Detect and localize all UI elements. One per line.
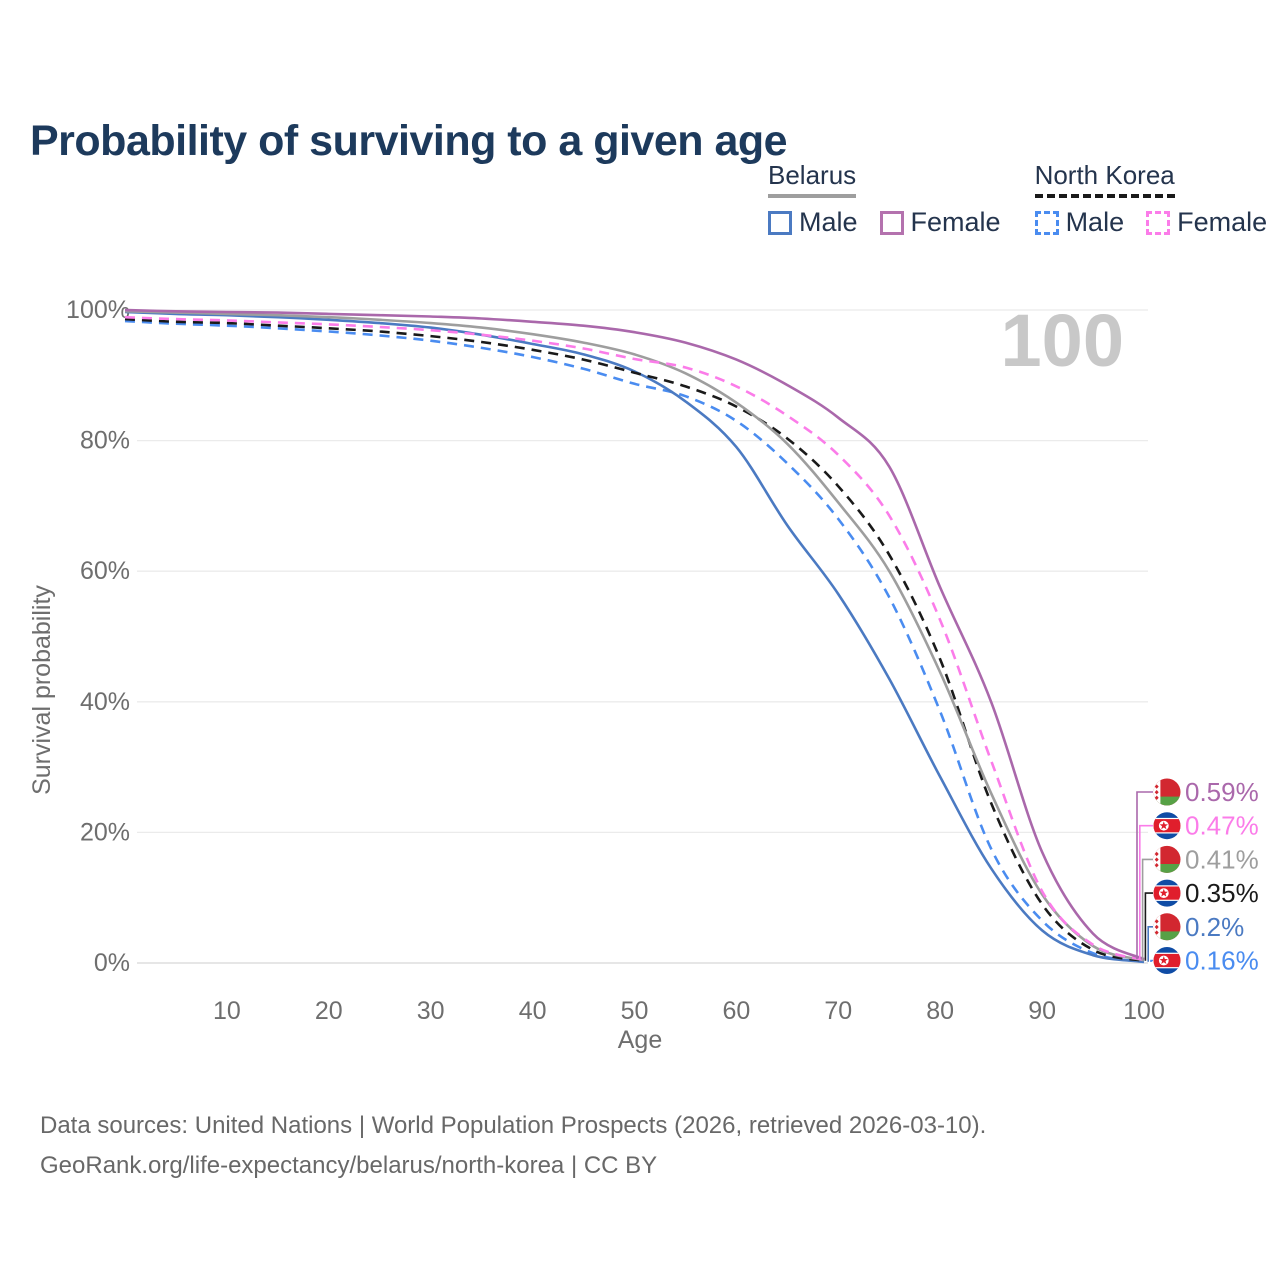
end-labels: 0.59% 0.47%0.41% 0.35% 0.2% 0.16% bbox=[1153, 777, 1259, 976]
end-value-label: 0.35% bbox=[1185, 878, 1259, 908]
gridlines bbox=[137, 309, 1148, 964]
x-tick-label: 30 bbox=[417, 997, 445, 1025]
x-axis-title: Age bbox=[618, 1026, 662, 1054]
legend-items-belarus: Male Female bbox=[768, 207, 1001, 238]
x-tick-label: 80 bbox=[926, 997, 954, 1025]
end-connector bbox=[1136, 791, 1153, 960]
series-line-north-korea-female bbox=[124, 315, 1145, 962]
footer-sources-line: Data sources: United Nations | World Pop… bbox=[40, 1112, 987, 1139]
belarus-flag-icon bbox=[1153, 778, 1181, 806]
y-tick-label: 40% bbox=[80, 688, 130, 716]
legend-items-north-korea: Male Female bbox=[1034, 207, 1267, 238]
legend-group-0-header[interactable]: Belarus bbox=[768, 160, 857, 198]
legend-item-belarus-female[interactable]: Female bbox=[879, 207, 1001, 238]
end-connectors bbox=[1136, 791, 1153, 962]
x-tick-label: 70 bbox=[824, 997, 852, 1025]
y-axis-labels: 0% 20% 40% 60% 80% 100% bbox=[66, 296, 130, 977]
series-line-belarus-all bbox=[124, 310, 1145, 962]
end-connector bbox=[1150, 959, 1153, 962]
legend-item-north-korea-female[interactable]: Female bbox=[1146, 207, 1267, 238]
series-lines bbox=[124, 308, 1145, 964]
legend-group-1-header[interactable]: North Korea bbox=[1034, 160, 1175, 198]
footer: Data sources: United Nations | World Pop… bbox=[40, 1106, 986, 1186]
end-value-label: 0.2% bbox=[1185, 912, 1244, 942]
legend-group-north-korea: North Korea Male Female bbox=[1034, 160, 1267, 238]
legend-item-belarus-male[interactable]: Male bbox=[768, 207, 858, 238]
y-tick-label: 100% bbox=[66, 296, 130, 324]
legend-item-label: Female bbox=[1177, 207, 1268, 237]
north-korea-flag-icon bbox=[1153, 879, 1181, 907]
x-tick-label: 50 bbox=[621, 997, 649, 1025]
belarus-flag-icon bbox=[1153, 913, 1181, 941]
end-connector bbox=[1144, 892, 1153, 961]
north-korea-flag-icon bbox=[1153, 947, 1181, 975]
series-line-north-korea-all bbox=[124, 317, 1145, 962]
y-tick-label: 60% bbox=[80, 557, 130, 585]
end-connector bbox=[1141, 858, 1153, 961]
end-value-label: 0.41% bbox=[1185, 844, 1259, 874]
y-tick-label: 0% bbox=[94, 949, 130, 977]
legend-swatch-0-1[interactable] bbox=[879, 210, 904, 235]
legend-swatch-0-0[interactable] bbox=[768, 210, 792, 235]
north-korea-flag-icon bbox=[1153, 812, 1181, 840]
x-tick-label: 60 bbox=[722, 997, 750, 1025]
end-connector bbox=[1147, 926, 1153, 962]
legend-item-north-korea-male[interactable]: Male bbox=[1034, 207, 1125, 238]
x-tick-label: 20 bbox=[315, 997, 343, 1025]
legend-swatch-1-1[interactable] bbox=[1146, 210, 1171, 235]
x-tick-label: 90 bbox=[1028, 997, 1056, 1025]
series-line-belarus-female bbox=[124, 308, 1145, 961]
belarus-flag-icon bbox=[1153, 845, 1181, 873]
end-value-label: 0.47% bbox=[1185, 811, 1259, 841]
legend: Belarus Male Female North Korea Male Fem… bbox=[768, 160, 1267, 238]
series-line-belarus-male bbox=[124, 310, 1145, 963]
y-tick-label: 20% bbox=[80, 818, 130, 846]
end-connector bbox=[1139, 824, 1153, 960]
series-line-north-korea-male bbox=[124, 319, 1145, 964]
footer-attribution-line: GeoRank.org/life-expectancy/belarus/nort… bbox=[40, 1152, 658, 1179]
legend-item-label: Male bbox=[799, 207, 858, 237]
age-watermark: 100 bbox=[1001, 299, 1124, 382]
page-title: Probability of surviving to a given age bbox=[30, 116, 788, 165]
legend-item-label: Male bbox=[1065, 207, 1125, 237]
end-value-label: 0.16% bbox=[1185, 946, 1259, 976]
x-axis-labels: 10 20 30 40 50 60 70 80 90 100 bbox=[213, 997, 1165, 1025]
x-tick-label: 100 bbox=[1123, 997, 1165, 1025]
y-tick-label: 80% bbox=[80, 427, 130, 455]
legend-item-label: Female bbox=[910, 207, 1001, 237]
x-tick-label: 10 bbox=[213, 997, 241, 1025]
legend-group-belarus: Belarus Male Female bbox=[768, 160, 1001, 238]
y-axis-title: Survival probability bbox=[28, 585, 56, 795]
end-value-label: 0.59% bbox=[1185, 777, 1259, 807]
legend-swatch-1-0[interactable] bbox=[1034, 210, 1059, 235]
x-tick-label: 40 bbox=[519, 997, 547, 1025]
